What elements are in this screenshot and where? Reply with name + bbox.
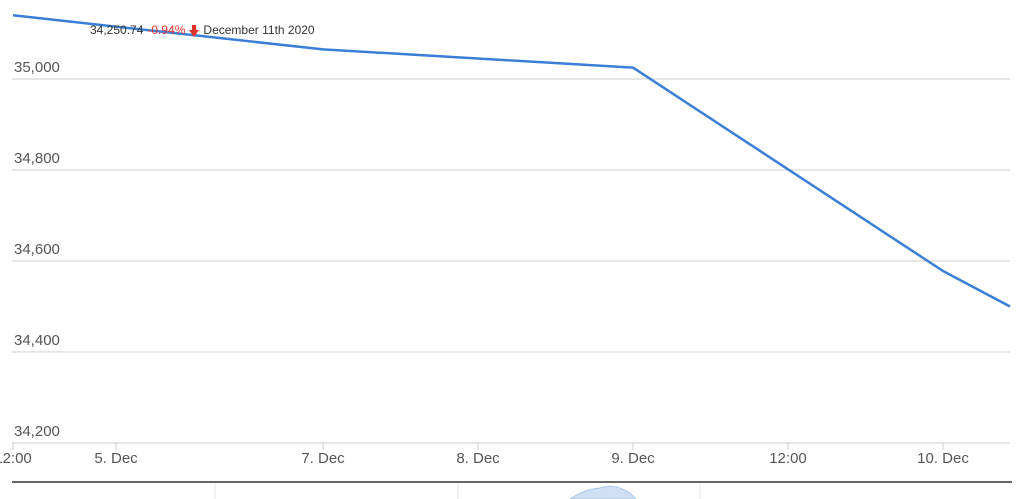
x-tick-label: 7. Dec [301,450,345,467]
y-tick-label: 34,400 [14,332,60,349]
y-tick-label: 35,000 [14,59,60,76]
arrow-down-icon [189,25,200,37]
navigator-series [569,485,637,499]
y-tick-label: 34,800 [14,150,60,167]
series-line [12,14,1011,308]
x-tick-label: 12:00 [0,450,32,467]
x-tick-label: 12:00 [769,450,807,467]
x-tick-label: 5. Dec [94,450,138,467]
tooltip: 34,250.74 -0.94% December 11th 2020 [90,23,315,37]
tooltip-change: -0.94% [147,23,186,37]
x-tick-label: 10. Dec [917,450,969,467]
tooltip-value: 34,250.74 [90,23,144,37]
x-tick-label: 9. Dec [611,450,655,467]
x-tick-label: 8. Dec [456,450,500,467]
y-tick-label: 34,600 [14,241,60,258]
tooltip-date: December 11th 2020 [203,23,315,37]
y-tick-label: 34,200 [14,423,60,440]
